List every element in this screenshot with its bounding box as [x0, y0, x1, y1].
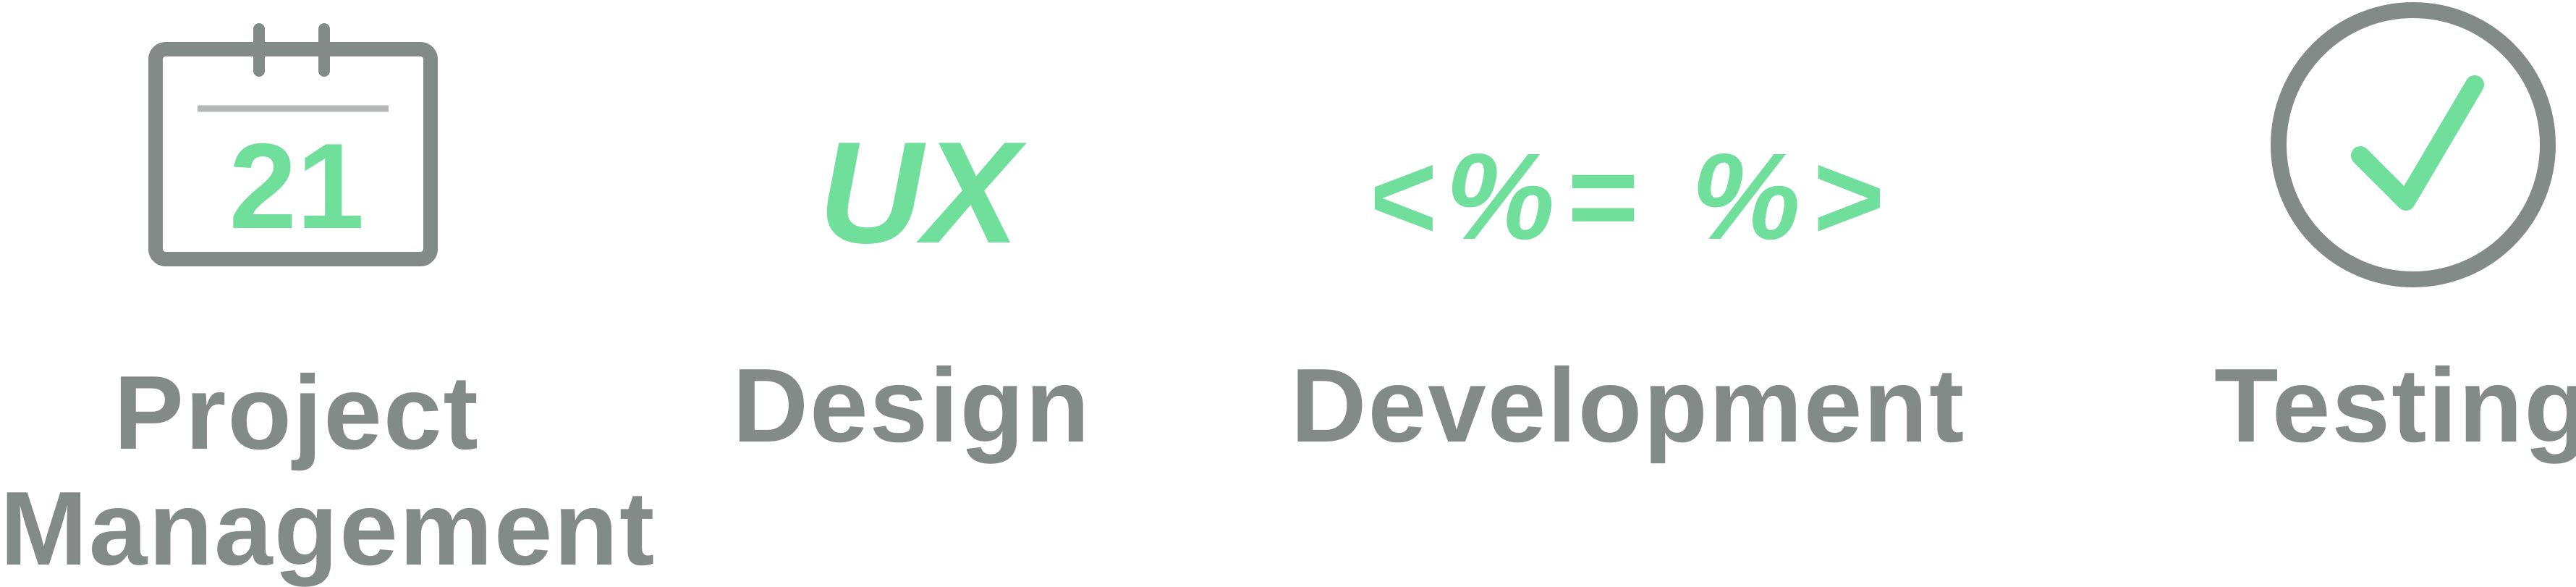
feature-label-design: Design [732, 347, 1091, 464]
check-circle-icon [2271, 2, 2556, 287]
code-tag-icon: <%= %> [1375, 128, 1881, 261]
feature-label-testing: Testing [2214, 347, 2576, 464]
label-line-project: Project [114, 354, 480, 471]
calendar-icon: 21 [148, 23, 438, 266]
calendar-date: 21 [229, 118, 365, 254]
ux-icon: UX [818, 123, 1027, 261]
feature-label-development: Development [1290, 347, 1966, 464]
feature-label-project-management: Project Management [0, 354, 656, 587]
label-line-management: Management [0, 470, 656, 587]
code-tag-text: <%= %> [1375, 128, 1881, 261]
ux-text: UX [818, 123, 1027, 261]
